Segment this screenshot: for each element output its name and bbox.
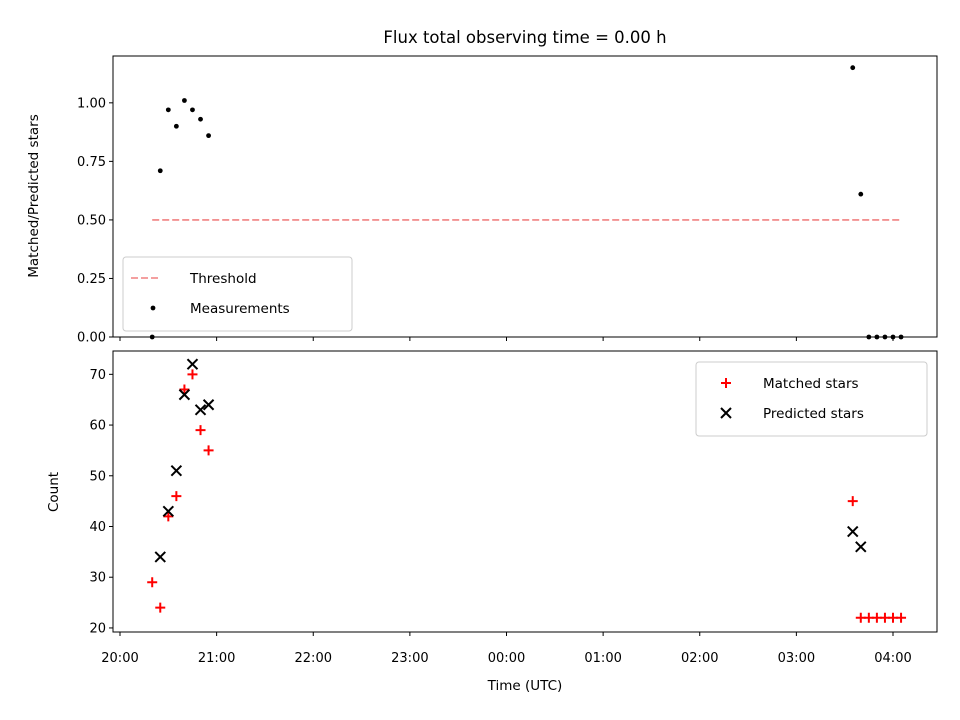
matched-stars-point xyxy=(179,384,190,395)
measurements-point xyxy=(190,107,195,113)
x-tick-label: 23:00 xyxy=(391,651,428,666)
measurements-point xyxy=(165,107,171,113)
y-tick-label: 60 xyxy=(89,419,106,434)
matched-stars-point xyxy=(896,612,907,623)
legend-key-measurements xyxy=(150,305,156,311)
matched-stars-point xyxy=(187,369,198,380)
axes-frame xyxy=(112,55,938,338)
legend-box xyxy=(695,361,928,437)
legend-key-predicted-stars xyxy=(720,407,732,419)
legend-label-threshold: Threshold xyxy=(189,271,257,287)
x-tick-label: 22:00 xyxy=(295,651,332,666)
y-tick-label: 70 xyxy=(89,368,106,383)
measurements-point xyxy=(874,334,880,340)
measurements-point xyxy=(866,334,872,340)
top-y-axis-label: Matched/Predicted stars xyxy=(26,114,42,277)
matched-stars-point xyxy=(847,496,858,507)
matched-stars-point xyxy=(147,577,158,588)
predicted-stars-point xyxy=(178,388,191,401)
predicted-stars-point xyxy=(194,404,207,416)
y-tick-label: 20 xyxy=(89,621,106,636)
y-tick-label: 50 xyxy=(89,469,106,484)
measurements-point xyxy=(198,116,203,122)
predicted-stars-point xyxy=(170,464,183,477)
measurements-point xyxy=(898,334,904,340)
bottom-y-axis-label: Count xyxy=(46,472,62,512)
x-tick-label: 20:00 xyxy=(101,651,138,666)
x-axis-label: Time (UTC) xyxy=(487,678,563,694)
matched-stars-point xyxy=(171,491,182,502)
axes-frame xyxy=(112,350,938,633)
y-tick-label: 0.50 xyxy=(77,213,106,228)
matched-stars-point xyxy=(163,511,174,522)
legend-label-measurements: Measurements xyxy=(190,301,290,317)
bottom-panel: 20 30 40 50 60 70 20:00 21:00 22:00 23:00 00:00 01:… xyxy=(89,350,938,666)
x-tick-label: 01:00 xyxy=(584,651,621,666)
y-tick-label: 1.00 xyxy=(77,96,106,111)
predicted-stars-point xyxy=(847,525,859,538)
x-tick-label: 04:00 xyxy=(874,651,911,666)
legend-label-predicted-stars: Predicted stars xyxy=(763,406,864,422)
x-tick-label: 03:00 xyxy=(778,651,815,666)
matched-stars-point xyxy=(155,602,166,613)
legend-box xyxy=(122,256,353,332)
legend-label-matched-stars: Matched stars xyxy=(763,376,859,392)
matched-stars-point xyxy=(195,425,206,436)
y-tick-label: 30 xyxy=(89,571,106,586)
chart-title: Flux total observing time = 0.00 h xyxy=(383,28,666,47)
y-tick-label: 0.75 xyxy=(77,155,106,170)
measurements-point xyxy=(858,191,864,197)
y-tick-label: 0.25 xyxy=(77,272,106,287)
x-tick-label: 21:00 xyxy=(198,651,235,666)
measurements-point xyxy=(149,334,155,340)
predicted-stars-point xyxy=(202,399,215,411)
predicted-stars-point xyxy=(855,541,867,553)
measurements-point xyxy=(173,123,179,129)
measurements-point xyxy=(882,334,888,340)
predicted-stars-point xyxy=(186,358,199,370)
measurements-point xyxy=(890,334,896,340)
matched-stars-point xyxy=(203,445,214,456)
measurements-point xyxy=(182,98,187,103)
x-tick-label: 00:00 xyxy=(488,651,525,666)
y-tick-label: 40 xyxy=(89,520,106,535)
measurements-point xyxy=(850,65,856,71)
y-tick-label: 0.00 xyxy=(77,331,106,346)
top-panel: 0.00 0.25 0.50 0.75 1.00 Threshold Measurement… xyxy=(77,55,938,346)
predicted-stars-point xyxy=(154,551,166,563)
measurements-point xyxy=(206,133,211,139)
legend-key-matched-stars xyxy=(721,378,731,388)
predicted-stars-point xyxy=(162,505,175,517)
x-tick-label: 02:00 xyxy=(681,651,718,666)
measurements-point xyxy=(157,168,163,174)
